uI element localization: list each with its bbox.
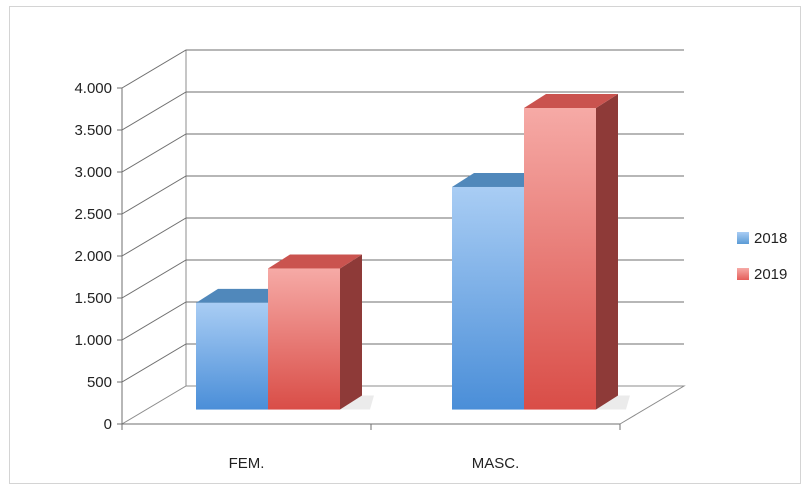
gridline — [121, 133, 684, 173]
gridline — [121, 49, 684, 89]
y-axis-ticks: 0 500 1.000 1.500 2.000 2.500 3.000 3.500 4.000 — [74, 80, 112, 433]
legend-swatch — [737, 232, 749, 244]
y-tick-label: 3.000 — [74, 164, 112, 181]
y-tick-label: 1.000 — [74, 332, 112, 349]
bar-fem-2019 — [268, 268, 340, 410]
y-tick-label: 3.500 — [74, 122, 112, 139]
legend-label: 2019 — [754, 265, 788, 283]
legend-item: 2019 — [737, 263, 787, 285]
floor-outline — [121, 385, 686, 425]
bar-side — [596, 94, 618, 410]
bar-top — [452, 172, 546, 187]
y-tick-label: 500 — [87, 374, 112, 391]
x-category-label: MASC. — [472, 455, 520, 472]
legend-label: 2018 — [754, 229, 788, 247]
y-tick-label: 2.500 — [74, 206, 112, 223]
bars — [196, 94, 630, 410]
bar-fem-2018 — [196, 302, 268, 410]
bar-masc-2019 — [524, 108, 596, 410]
y-tick-label: 2.000 — [74, 248, 112, 265]
legend: 2018 2019 — [737, 227, 787, 299]
x-category-label: FEM. — [229, 455, 265, 472]
gridline — [121, 91, 684, 131]
bar-top — [268, 254, 362, 269]
chart-axes — [117, 87, 621, 430]
legend-swatch — [737, 268, 749, 280]
bar-side — [340, 254, 362, 410]
bar-top — [524, 94, 618, 108]
x-axis-labels: FEM. MASC. — [229, 455, 520, 472]
legend-item: 2018 — [737, 227, 787, 249]
bar-top — [196, 288, 290, 303]
y-tick-label: 4.000 — [74, 80, 112, 97]
y-tick-label: 0 — [104, 416, 112, 433]
y-tick-label: 1.500 — [74, 290, 112, 307]
bar-masc-2018 — [452, 186, 524, 410]
